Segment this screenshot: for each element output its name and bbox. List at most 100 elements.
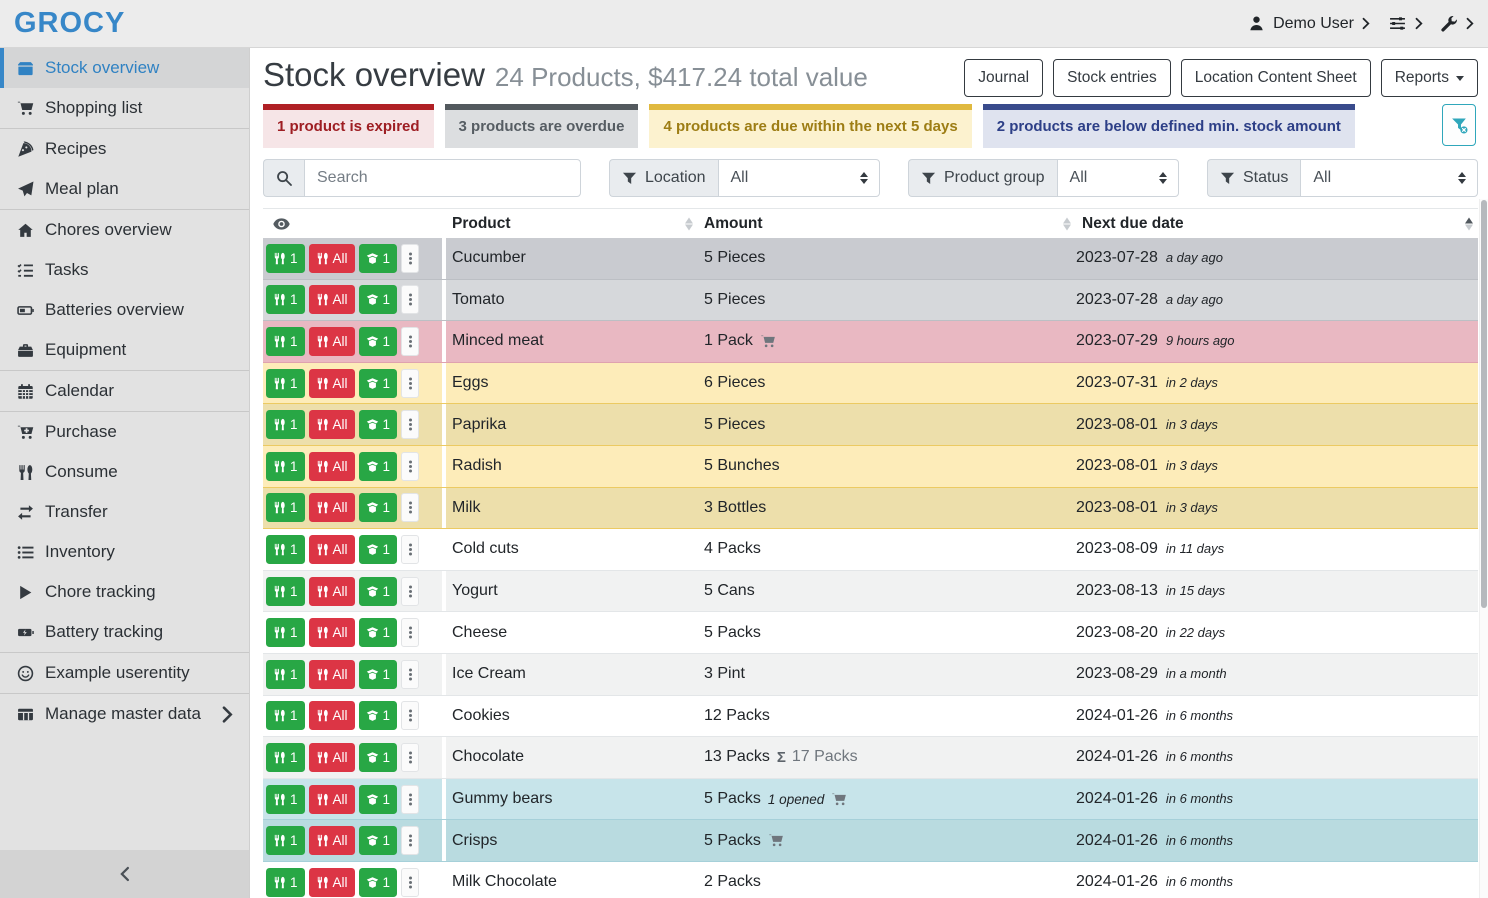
row-menu-button[interactable] — [401, 368, 420, 398]
row-menu-button[interactable] — [401, 618, 420, 648]
sort-arrows-icon[interactable] — [1465, 217, 1473, 230]
user-menu[interactable]: Demo User — [1248, 15, 1370, 33]
row-menu-button[interactable] — [401, 784, 420, 814]
open-one-button[interactable]: 1 — [358, 784, 398, 814]
sidebar-item-tasks[interactable]: Tasks — [0, 250, 249, 290]
consume-one-button[interactable]: 1 — [266, 326, 305, 356]
sidebar-collapse-button[interactable] — [0, 850, 249, 898]
sidebar-item-stock-overview[interactable]: Stock overview — [0, 48, 249, 88]
location-content-sheet-button[interactable]: Location Content Sheet — [1180, 59, 1371, 97]
banner-expired[interactable]: 1 product is expired — [263, 104, 434, 148]
row-menu-button[interactable] — [401, 534, 420, 564]
sidebar-item-transfer[interactable]: Transfer — [0, 492, 249, 532]
row-menu-button[interactable] — [401, 867, 420, 897]
open-one-button[interactable]: 1 — [358, 576, 398, 606]
product-group-select[interactable]: All — [1056, 159, 1179, 197]
consume-all-button[interactable]: All — [308, 618, 355, 648]
row-menu-button[interactable] — [401, 701, 420, 731]
row-menu-button[interactable] — [401, 493, 420, 523]
open-one-button[interactable]: 1 — [358, 534, 398, 564]
consume-one-button[interactable]: 1 — [266, 285, 305, 315]
consume-one-button[interactable]: 1 — [266, 784, 305, 814]
consume-all-button[interactable]: All — [308, 326, 355, 356]
consume-one-button[interactable]: 1 — [266, 701, 305, 731]
open-one-button[interactable]: 1 — [358, 659, 398, 689]
sidebar-item-calendar[interactable]: Calendar — [0, 371, 249, 411]
column-header-product[interactable]: Product — [446, 215, 698, 233]
open-one-button[interactable]: 1 — [358, 701, 398, 731]
sidebar-item-inventory[interactable]: Inventory — [0, 532, 249, 572]
consume-one-button[interactable]: 1 — [266, 659, 305, 689]
consume-all-button[interactable]: All — [308, 784, 355, 814]
row-menu-button[interactable] — [401, 285, 420, 315]
sidebar-item-battery-tracking[interactable]: Battery tracking — [0, 612, 249, 652]
sidebar-item-chores-overview[interactable]: Chores overview — [0, 210, 249, 250]
sidebar-item-shopping-list[interactable]: Shopping list — [0, 88, 249, 128]
row-menu-button[interactable] — [401, 243, 420, 273]
column-header-amount[interactable]: Amount — [698, 215, 1076, 233]
admin-menu[interactable] — [1441, 15, 1474, 32]
sort-arrows-icon[interactable] — [1063, 217, 1071, 230]
open-one-button[interactable]: 1 — [358, 618, 398, 648]
consume-all-button[interactable]: All — [308, 742, 355, 772]
consume-all-button[interactable]: All — [308, 659, 355, 689]
scrollbar-thumb[interactable] — [1481, 200, 1487, 608]
consume-one-button[interactable]: 1 — [266, 368, 305, 398]
row-menu-button[interactable] — [401, 410, 420, 440]
row-menu-button[interactable] — [401, 326, 420, 356]
reports-button[interactable]: Reports — [1380, 59, 1478, 97]
consume-all-button[interactable]: All — [308, 701, 355, 731]
consume-one-button[interactable]: 1 — [266, 576, 305, 606]
consume-all-button[interactable]: All — [308, 576, 355, 606]
open-one-button[interactable]: 1 — [358, 410, 398, 440]
consume-all-button[interactable]: All — [308, 451, 355, 481]
sidebar-item-batteries-overview[interactable]: Batteries overview — [0, 290, 249, 330]
sidebar-item-chore-tracking[interactable]: Chore tracking — [0, 572, 249, 612]
sidebar-item-meal-plan[interactable]: Meal plan — [0, 169, 249, 209]
sidebar-item-example-userentity[interactable]: Example userentity — [0, 653, 249, 693]
consume-one-button[interactable]: 1 — [266, 451, 305, 481]
consume-all-button[interactable]: All — [308, 410, 355, 440]
vertical-scrollbar[interactable] — [1479, 199, 1488, 898]
open-one-button[interactable]: 1 — [358, 285, 398, 315]
column-visibility-header[interactable] — [263, 217, 446, 230]
sort-arrows-icon[interactable] — [685, 217, 693, 230]
consume-one-button[interactable]: 1 — [266, 867, 305, 897]
open-one-button[interactable]: 1 — [358, 742, 398, 772]
consume-all-button[interactable]: All — [308, 493, 355, 523]
banner-overdue[interactable]: 3 products are overdue — [444, 104, 639, 148]
consume-all-button[interactable]: All — [308, 368, 355, 398]
consume-one-button[interactable]: 1 — [266, 826, 305, 856]
consume-one-button[interactable]: 1 — [266, 534, 305, 564]
stock-entries-button[interactable]: Stock entries — [1053, 59, 1171, 97]
consume-all-button[interactable]: All — [308, 534, 355, 564]
sidebar-item-consume[interactable]: Consume — [0, 452, 249, 492]
sidebar-item-manage-master-data[interactable]: Manage master data — [0, 694, 249, 734]
row-menu-button[interactable] — [401, 742, 420, 772]
open-one-button[interactable]: 1 — [358, 326, 398, 356]
journal-button[interactable]: Journal — [964, 59, 1044, 97]
consume-one-button[interactable]: 1 — [266, 410, 305, 440]
clear-filters-button[interactable] — [1442, 104, 1476, 146]
row-menu-button[interactable] — [401, 826, 420, 856]
banner-below-min[interactable]: 2 products are below defined min. stock … — [982, 104, 1355, 148]
consume-all-button[interactable]: All — [308, 243, 355, 273]
open-one-button[interactable]: 1 — [358, 451, 398, 481]
consume-all-button[interactable]: All — [308, 285, 355, 315]
sidebar-item-purchase[interactable]: Purchase — [0, 412, 249, 452]
row-menu-button[interactable] — [401, 576, 420, 606]
sidebar-item-equipment[interactable]: Equipment — [0, 330, 249, 370]
open-one-button[interactable]: 1 — [358, 368, 398, 398]
banner-due-soon[interactable]: 4 products are due within the next 5 day… — [649, 104, 972, 148]
settings-menu[interactable] — [1388, 15, 1423, 32]
row-menu-button[interactable] — [401, 659, 420, 689]
row-menu-button[interactable] — [401, 451, 420, 481]
search-input[interactable] — [304, 159, 581, 197]
sidebar-item-recipes[interactable]: Recipes — [0, 129, 249, 169]
open-one-button[interactable]: 1 — [358, 867, 398, 897]
consume-one-button[interactable]: 1 — [266, 243, 305, 273]
open-one-button[interactable]: 1 — [358, 493, 398, 523]
consume-one-button[interactable]: 1 — [266, 618, 305, 648]
consume-all-button[interactable]: All — [308, 867, 355, 897]
column-header-next-due-date[interactable]: Next due date — [1076, 215, 1478, 233]
